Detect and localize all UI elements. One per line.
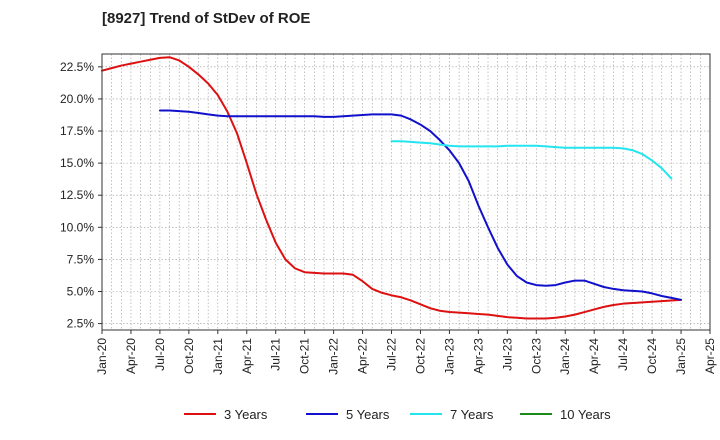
x-tick-label: Apr-23 — [471, 338, 485, 374]
plot-frame — [101, 53, 711, 331]
y-tick-label: 20.0% — [60, 92, 94, 106]
x-tick-label: Apr-22 — [356, 338, 370, 374]
x-tick-label: Apr-20 — [124, 338, 138, 374]
x-tick-label: Oct-22 — [413, 338, 427, 374]
x-tick-label: Jan-25 — [674, 338, 688, 375]
x-tick-label: Oct-21 — [298, 338, 312, 374]
plot-background — [102, 54, 710, 330]
y-tick-label: 10.0% — [60, 220, 94, 234]
x-tick-label: Jan-24 — [558, 338, 572, 375]
x-tick-label: Oct-23 — [529, 338, 543, 374]
series-line-3-years — [101, 56, 683, 320]
series-line-7-years — [390, 140, 673, 180]
x-tick-label: Jul-22 — [385, 338, 399, 371]
legend-label: 3 Years — [224, 407, 268, 422]
x-tick-label: Oct-20 — [182, 338, 196, 374]
x-tick-label: Jul-20 — [153, 338, 167, 371]
x-tick-label: Apr-21 — [240, 338, 254, 374]
x-tick-label: Oct-24 — [645, 338, 659, 374]
y-tick-label: 17.5% — [60, 124, 94, 138]
x-tick-label: Apr-24 — [587, 338, 601, 374]
y-tick-label: 7.5% — [67, 252, 95, 266]
x-tick-label: Jan-20 — [95, 338, 109, 375]
series-layer — [101, 56, 683, 320]
legend-label: 7 Years — [450, 407, 494, 422]
x-tick-label: Jul-24 — [616, 338, 630, 371]
legend-label: 10 Years — [560, 407, 611, 422]
axis-layer: Jan-20 Apr-20 Jul-20 Oct-20 Jan-21 Apr-21 Jul-… — [60, 60, 717, 375]
y-tick-label: 22.5% — [60, 60, 94, 74]
legend: 3 Years 5 Years 7 Years 10 Years — [184, 407, 611, 422]
legend-label: 5 Years — [346, 407, 390, 422]
y-tick-label: 5.0% — [67, 284, 95, 298]
x-tick-label: Jan-22 — [327, 338, 341, 375]
y-tick-label: 2.5% — [67, 317, 95, 331]
x-tick-label: Jan-23 — [442, 338, 456, 375]
y-tick-label: 15.0% — [60, 156, 94, 170]
series-line-5-years — [158, 109, 683, 301]
chart-title: [8927] Trend of StDev of ROE — [102, 10, 311, 27]
grid-layer — [101, 54, 711, 330]
x-tick-label: Jul-23 — [500, 338, 514, 371]
x-tick-label: Apr-25 — [703, 338, 717, 374]
x-tick-label: Jul-21 — [269, 338, 283, 371]
x-tick-label: Jan-21 — [211, 338, 225, 375]
y-tick-label: 12.5% — [60, 188, 94, 202]
